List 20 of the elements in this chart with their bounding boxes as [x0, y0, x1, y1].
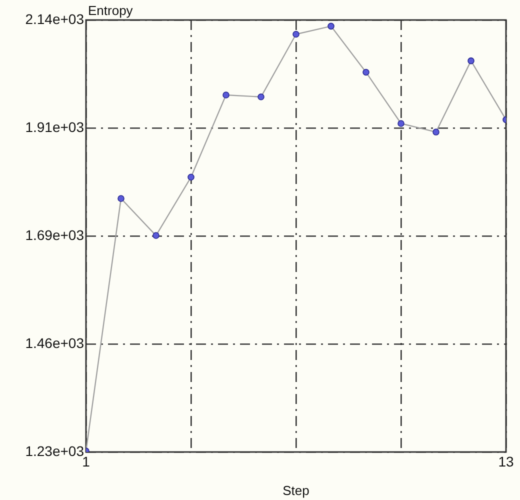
point [258, 94, 264, 100]
point [362, 68, 370, 76]
y-tick-label: 1.23e+03 [25, 442, 84, 459]
x-tick-label: 13 [498, 453, 514, 470]
point [432, 128, 440, 136]
y-axis-title: Entropy [88, 3, 134, 18]
y-tick-label: 2.14e+03 [25, 10, 84, 27]
point [468, 57, 474, 64]
point [118, 195, 124, 202]
y-tick-label: 1.91e+03 [25, 118, 84, 135]
y-tick-label: 1.69e+03 [25, 226, 84, 243]
x-axis-title: Step [282, 483, 310, 498]
point [292, 30, 300, 38]
x-tick-label: 1 [82, 453, 90, 470]
point [222, 92, 230, 98]
point [398, 120, 404, 127]
point [328, 22, 334, 30]
y-tick-label: 1.46e+03 [25, 334, 84, 351]
point [152, 232, 160, 239]
point [188, 174, 194, 181]
